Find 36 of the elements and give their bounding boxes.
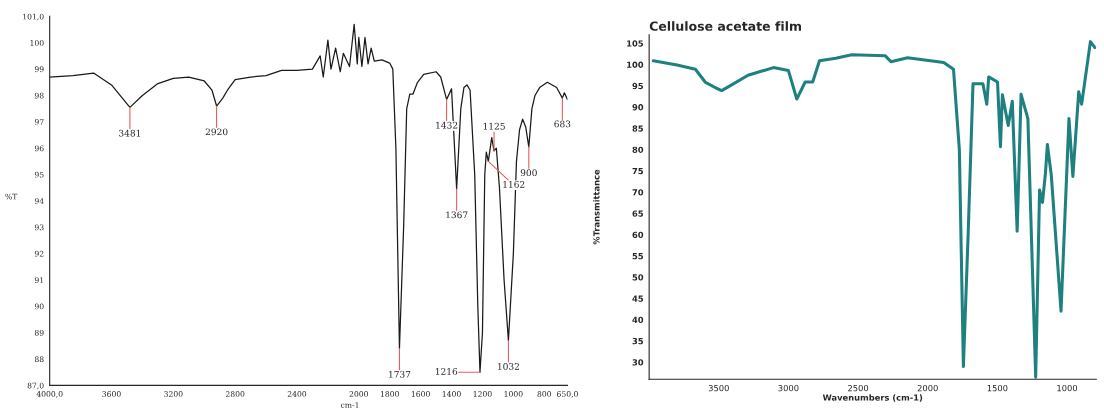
x-tick-label: 2500	[848, 384, 869, 392]
annotation: 1125	[483, 122, 505, 130]
annotation: 1162	[503, 180, 525, 188]
annotation: 900	[520, 169, 537, 177]
y-tick-label: 85	[632, 125, 644, 132]
y-tick-label: 30	[632, 359, 644, 366]
y-tick-label: 95	[632, 82, 644, 90]
y-tick-label: 70	[632, 189, 644, 196]
annotation: 1737	[389, 370, 411, 378]
annotation: 1432	[436, 121, 458, 129]
y-tick-label: 105	[627, 40, 644, 47]
annotation: 1216	[435, 368, 458, 375]
x-tick-label: 2000	[917, 384, 938, 392]
y-tick-label: 60	[632, 231, 644, 238]
x-tick-label: 1000	[1057, 384, 1078, 392]
y-tick-label: 100	[627, 61, 644, 68]
x-axis-title: Wavenumbers (cm-1)	[822, 394, 923, 402]
y-tick-label: 90	[632, 104, 644, 111]
x-tick-label: 1500	[987, 384, 1008, 392]
y-tick-label: 80	[632, 146, 644, 153]
chart-title: Cellulose acetate film	[649, 21, 801, 31]
annotation: 2920	[205, 128, 228, 136]
y-tick-label: 50	[632, 274, 644, 281]
y-tick-label: 45	[632, 295, 644, 302]
y-axis-title: %Transmittance	[593, 169, 600, 245]
annotation: 1367	[446, 211, 468, 219]
y-tick-label: 55	[632, 253, 644, 260]
annotation: 683	[554, 120, 571, 128]
y-tick-label: 75	[632, 168, 644, 175]
annotation: 1032	[498, 362, 520, 370]
annotation: 3481	[119, 129, 141, 137]
y-tick-label: 40	[632, 316, 644, 324]
x-tick-label: 3000	[778, 384, 799, 392]
y-tick-label: 65	[632, 210, 644, 217]
y-tick-label: 35	[632, 337, 644, 345]
x-tick-label: 3500	[708, 384, 729, 392]
